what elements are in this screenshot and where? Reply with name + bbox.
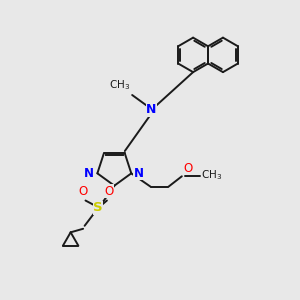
Text: N: N [84,167,94,180]
Text: O: O [78,184,87,198]
Text: O: O [104,184,114,198]
Text: N: N [146,103,157,116]
Text: CH$_3$: CH$_3$ [109,78,130,92]
Text: CH$_3$: CH$_3$ [201,169,222,182]
Text: O: O [183,162,193,175]
Text: N: N [134,167,144,180]
Text: S: S [93,202,103,214]
